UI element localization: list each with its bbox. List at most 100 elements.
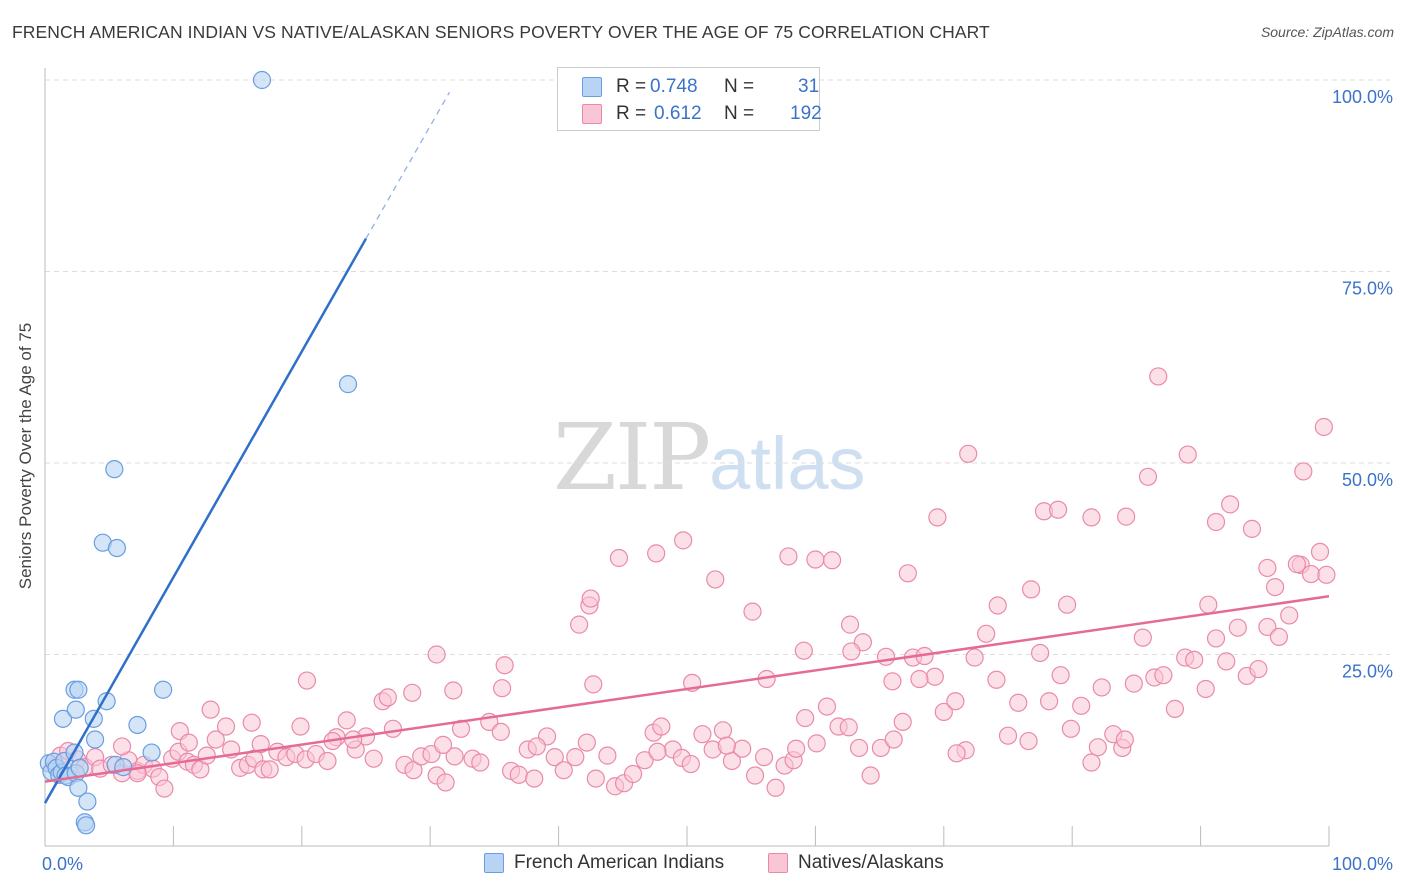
point-natives-alaskans (648, 742, 667, 761)
point-natives-alaskans (318, 751, 337, 771)
point-natives-alaskans (693, 725, 712, 744)
point-natives-alaskans (1092, 678, 1111, 697)
point-natives-alaskans (1117, 507, 1136, 526)
point-natives-alaskans (934, 702, 953, 722)
point-natives-alaskans (433, 735, 453, 754)
point-french-american-indians (85, 730, 105, 749)
point-natives-alaskans (674, 531, 693, 550)
point-natives-alaskans (849, 738, 869, 758)
legend-n-label: N = (724, 76, 755, 97)
point-natives-alaskans (1178, 445, 1197, 464)
point-natives-alaskans (1301, 564, 1321, 584)
y-axis-label: Seniors Poverty Over the Age of 75 (16, 322, 35, 590)
trend-line-extension (365, 91, 451, 239)
point-natives-alaskans (713, 721, 733, 740)
point-natives-alaskans (242, 713, 261, 732)
legend-r-label: R = (616, 76, 647, 97)
point-natives-alaskans (509, 765, 528, 784)
point-natives-alaskans (706, 570, 725, 589)
point-natives-alaskans (1082, 753, 1101, 772)
point-natives-alaskans (1280, 606, 1299, 625)
y-tick-label: 75.0% (1342, 279, 1393, 299)
point-natives-alaskans (403, 683, 422, 702)
point-natives-alaskans (1030, 643, 1050, 663)
point-natives-alaskans (681, 754, 700, 774)
legend-series-name: Natives/Alaskans (798, 852, 944, 873)
legend-n-value: 192 (790, 103, 822, 124)
legend-n-value: 31 (798, 76, 820, 97)
point-natives-alaskans (471, 753, 490, 772)
point-natives-alaskans (570, 615, 589, 634)
point-natives-alaskans (291, 717, 310, 736)
point-natives-alaskans (201, 700, 220, 719)
point-french-american-indians (142, 743, 161, 762)
point-natives-alaskans (745, 766, 765, 785)
point-natives-alaskans (344, 730, 363, 749)
correlation-legend: R = 0.748 N = 31 R = 0.612 N = 192 (557, 67, 822, 131)
tick-labels: 25.0% 50.0% 75.0% 100.0% 0.0% 100.0% (42, 87, 1393, 874)
natives-alaskans-points (46, 367, 1336, 798)
point-natives-alaskans (1249, 659, 1268, 679)
legend-r-value: 0.612 (654, 103, 702, 124)
point-natives-alaskans (1048, 500, 1068, 519)
point-natives-alaskans (216, 717, 236, 736)
legend-series-name: French American Indians (514, 852, 725, 873)
point-natives-alaskans (179, 733, 198, 752)
legend-item-french-american-indians[interactable]: French American Indians (484, 852, 724, 874)
point-natives-alaskans (1196, 679, 1215, 699)
point-natives-alaskans (1242, 519, 1262, 538)
point-natives-alaskans (1206, 629, 1226, 648)
point-natives-alaskans (404, 761, 423, 780)
point-natives-alaskans (1072, 696, 1091, 715)
point-natives-alaskans (925, 667, 944, 686)
legend-item-natives-alaskans[interactable]: Natives/Alaskans (768, 852, 944, 874)
legend-n-label: N = (724, 103, 755, 124)
point-natives-alaskans (1051, 666, 1070, 685)
y-tick-label: 25.0% (1342, 662, 1393, 682)
point-natives-alaskans (493, 679, 512, 698)
point-natives-alaskans (1138, 467, 1158, 486)
point-natives-alaskans (898, 564, 917, 583)
point-natives-alaskans (876, 647, 896, 666)
point-natives-alaskans (796, 708, 815, 728)
legend-r-value: 0.748 (650, 76, 698, 97)
axes (44, 68, 1330, 847)
y-tick-label: 100.0% (1332, 87, 1393, 107)
point-natives-alaskans (884, 730, 903, 749)
point-natives-alaskans (364, 749, 383, 768)
point-natives-alaskans (743, 602, 762, 621)
point-natives-alaskans (451, 719, 471, 738)
point-natives-alaskans (297, 671, 317, 690)
point-natives-alaskans (1022, 580, 1041, 599)
grid-lines (45, 79, 1390, 655)
point-natives-alaskans (1265, 577, 1285, 597)
point-natives-alaskans (197, 746, 216, 765)
point-natives-alaskans (1206, 512, 1226, 532)
point-natives-alaskans (965, 648, 984, 667)
point-french-american-indians (66, 700, 85, 719)
point-natives-alaskans (598, 746, 617, 765)
point-natives-alaskans (1039, 692, 1059, 711)
point-natives-alaskans (1258, 558, 1277, 578)
point-natives-alaskans (806, 550, 825, 569)
point-french-american-indians (154, 680, 173, 699)
point-french-american-indians (69, 680, 88, 699)
point-natives-alaskans (910, 669, 929, 689)
point-natives-alaskans (623, 764, 643, 784)
point-french-american-indians (114, 758, 133, 777)
point-natives-alaskans (1165, 699, 1185, 718)
point-natives-alaskans (1019, 731, 1038, 751)
point-natives-alaskans (817, 697, 837, 716)
point-natives-alaskans (1314, 417, 1333, 437)
legend-swatch-pink (768, 853, 788, 873)
point-natives-alaskans (206, 730, 225, 749)
point-natives-alaskans (383, 719, 403, 738)
point-natives-alaskans (946, 692, 965, 711)
point-natives-alaskans (787, 739, 806, 758)
point-natives-alaskans (566, 748, 585, 767)
point-natives-alaskans (444, 681, 463, 700)
point-natives-alaskans (928, 508, 947, 527)
point-natives-alaskans (581, 589, 600, 608)
point-natives-alaskans (717, 736, 736, 755)
point-natives-alaskans (871, 738, 890, 758)
